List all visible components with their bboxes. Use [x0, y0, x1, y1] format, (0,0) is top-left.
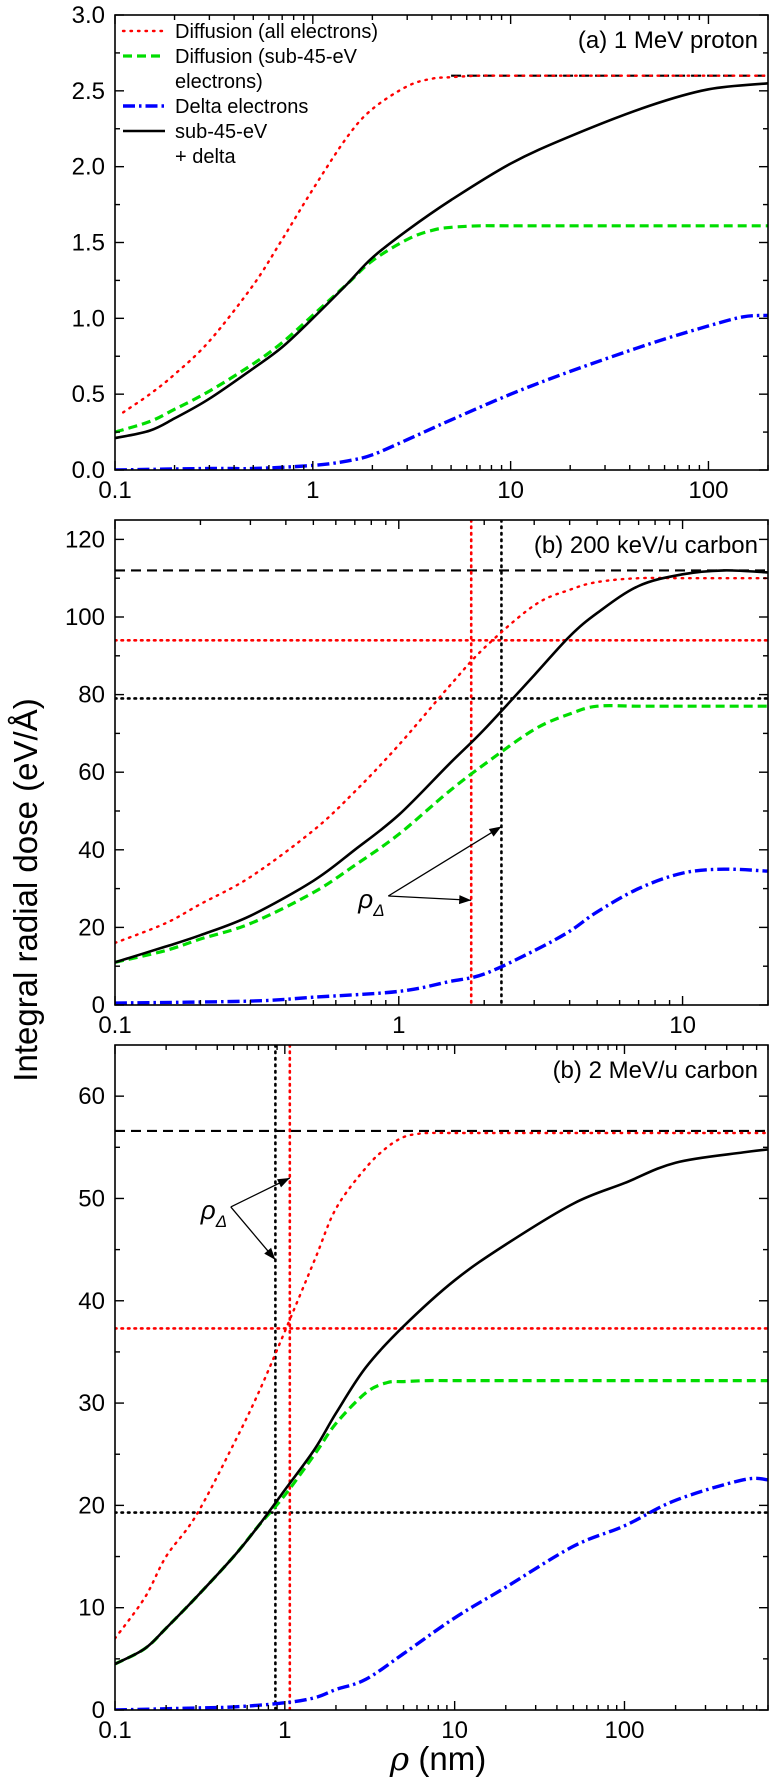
rho-symbol: ρ: [357, 884, 373, 914]
panel-c-y-tick-label: 50: [78, 1185, 105, 1212]
legend-label-diffusion-all: Diffusion (all electrons): [175, 21, 378, 43]
rho-symbol: ρ: [200, 1195, 216, 1225]
annotation-arrow-head: [459, 895, 472, 905]
panel-c-x-tick-label: 10: [441, 1717, 468, 1744]
annotation-arrow-head: [277, 1178, 290, 1188]
panel-b-x-tick-label: 10: [669, 1012, 696, 1039]
panel-a-y-tick-label: 3.0: [72, 2, 105, 29]
panel-c-x-tick-label: 0.1: [98, 1717, 131, 1744]
legend-label-diffusion-sub45: electrons): [175, 71, 263, 93]
panel-b-x-tick-label: 1: [392, 1012, 405, 1039]
panel-a-y-tick-label: 1.0: [72, 305, 105, 332]
panel-a-y-tick-label: 2.0: [72, 154, 105, 181]
panel-b-series-diffusion-sub45: [115, 704, 768, 964]
rho-subscript: Δ: [372, 901, 384, 920]
panel-a-y-tick-label: 0.0: [72, 457, 105, 484]
panel-a-x-tick-label: 1: [306, 477, 319, 504]
panel-b-series-diffusion-all: [115, 576, 768, 945]
panel-b-y-tick-label: 40: [78, 837, 105, 864]
panel-c: 0.1 1 10 100 0 10 20 30 40 50 60 (b) 2 MeV/u carbon…: [78, 1044, 769, 1744]
panel-b-title: (b) 200 keV/u carbon: [534, 532, 758, 559]
legend-label-total: sub-45-eV: [175, 121, 268, 143]
panel-b-rho-delta-label: ρΔ: [357, 884, 384, 920]
annotation-arrow-line: [387, 825, 502, 897]
panel-c-y-tick-label: 10: [78, 1595, 105, 1622]
panel-a-y-tick-label: 0.5: [72, 381, 105, 408]
panel-a-x-tick-label: 10: [497, 477, 524, 504]
panel-c-x-tick-label: 1: [278, 1717, 291, 1744]
panel-b-y-tick-label: 20: [78, 914, 105, 941]
panel-a-x-tick-label: 100: [688, 477, 728, 504]
panel-a-series-delta: [115, 313, 768, 470]
panel-c-series-diffusion-all: [115, 1131, 768, 1640]
panel-a-series-diffusion-sub45: [115, 224, 768, 434]
panel-b-series-total: [115, 569, 768, 964]
legend-label-diffusion-sub45: Diffusion (sub-45-eV: [175, 46, 358, 68]
panel-c-series-diffusion-sub45: [115, 1378, 768, 1666]
panel-c-y-tick-label: 30: [78, 1390, 105, 1417]
panel-c-y-tick-label: 0: [92, 1697, 105, 1724]
panel-b-y-tick-label: 60: [78, 759, 105, 786]
panel-a-y-tick-label: 2.5: [72, 78, 105, 105]
panel-a-series-total: [115, 82, 768, 440]
panel-b-x-tick-label: 0.1: [98, 1012, 131, 1039]
panel-c-y-tick-label: 60: [78, 1083, 105, 1110]
legend-label-total: + delta: [175, 146, 236, 168]
panel-c-y-tick-label: 20: [78, 1492, 105, 1519]
panel-a: 0.1 1 10 100 0.0 0.5 1.0 1.5 2.0 2.5 3.0 (a) 1 MeV …: [72, 2, 769, 504]
panel-c-rho-delta-label: ρΔ: [200, 1195, 227, 1231]
panel-a-y-tick-label: 1.5: [72, 230, 105, 257]
panel-c-y-tick-label: 40: [78, 1288, 105, 1315]
x-axis-title: ρ (nm): [389, 1739, 486, 1778]
panel-b-y-tick-label: 0: [92, 992, 105, 1019]
panel-c-series-total: [115, 1148, 768, 1666]
panel-c-series-delta: [115, 1476, 768, 1710]
panel-a-series-diffusion-all: [122, 74, 768, 414]
panel-c-x-tick-label: 100: [604, 1717, 644, 1744]
panel-c-frame: [114, 1044, 769, 1711]
panel-b-y-tick-label: 120: [65, 526, 105, 553]
x-axis-unit: (nm): [409, 1740, 486, 1777]
annotation-arrow-head: [488, 826, 502, 837]
rho-subscript: Δ: [215, 1212, 227, 1231]
x-axis-symbol: ρ: [389, 1739, 410, 1778]
legend-label-delta: Delta electrons: [175, 96, 308, 118]
panel-a-x-tick-label: 0.1: [98, 477, 131, 504]
y-axis-title: Integral radial dose (eV/Å): [7, 698, 44, 1081]
panel-c-title: (b) 2 MeV/u carbon: [553, 1057, 758, 1084]
panel-a-title: (a) 1 MeV proton: [578, 27, 758, 54]
panel-b-y-tick-label: 80: [78, 682, 105, 709]
panel-b-y-tick-label: 100: [65, 604, 105, 631]
annotation-arrow-line: [388, 895, 472, 901]
annotation-arrow-head: [264, 1247, 276, 1260]
panel-b-series-delta: [115, 867, 768, 1005]
panel-b-frame: [114, 519, 769, 1006]
